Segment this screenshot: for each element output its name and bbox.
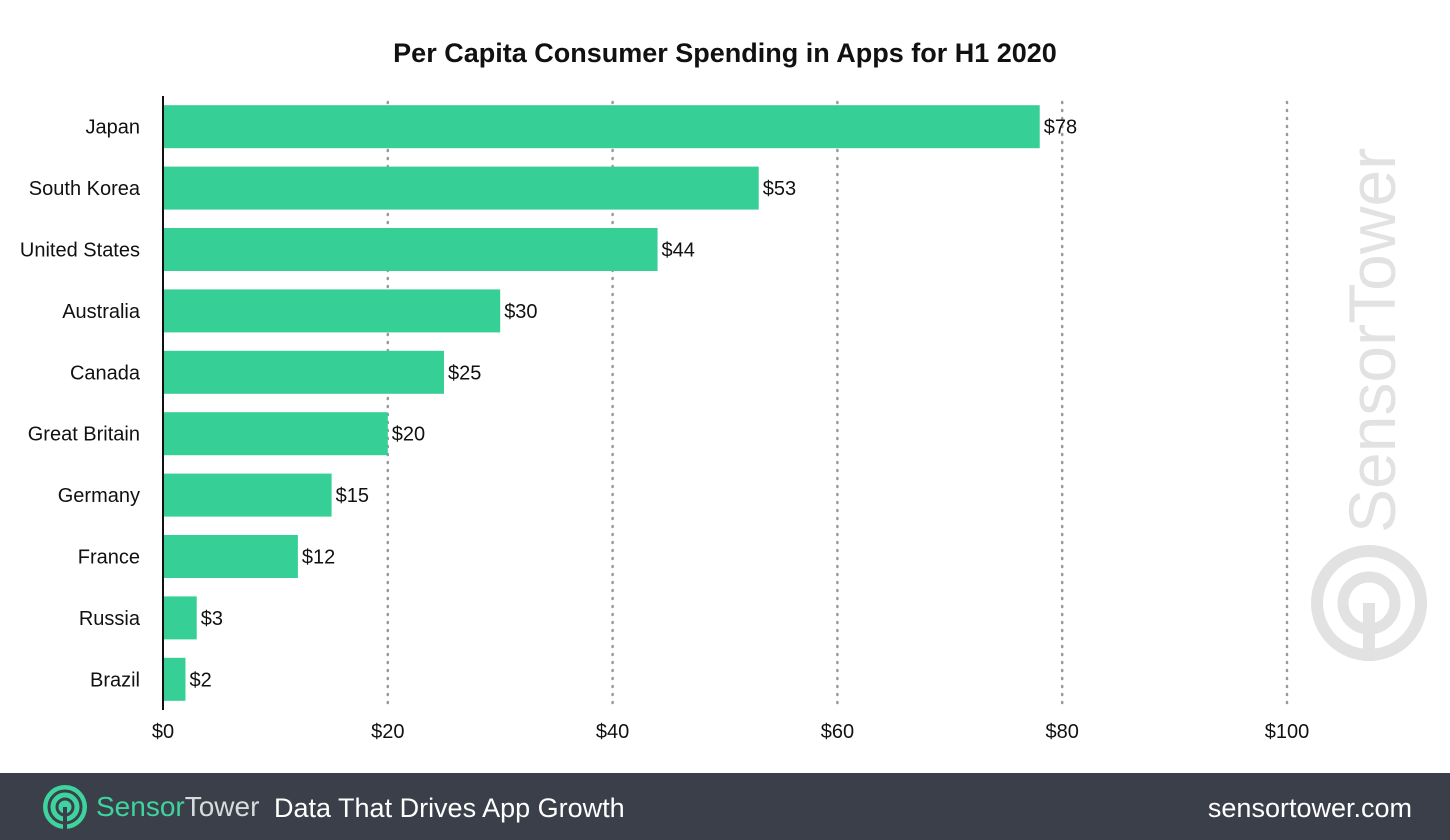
gridlines [386,100,1289,712]
value-label: $3 [201,608,223,630]
value-label: $12 [302,547,335,569]
bar [163,473,332,517]
bar [163,657,186,701]
x-tick-label: $80 [1046,721,1079,743]
footer-brand: SensorTower [96,790,259,824]
chart-title: Per Capita Consumer Spending in Apps for… [393,38,1057,68]
x-tick-label: $0 [152,721,174,743]
x-tick-label: $40 [596,721,629,743]
bar [163,350,444,394]
value-label: $53 [763,178,796,200]
category-label: Japan [86,117,141,139]
bar [163,289,501,333]
watermark-text: SensorTower [1335,148,1409,533]
bar [163,228,658,271]
value-label: $15 [336,485,369,507]
footer-brand-part2: Tower [184,791,260,822]
bar-chart: SensorTower $0 $20 $40 $60 $80 $100 Japan $78 So… [20,96,1427,743]
category-label: Australia [62,301,141,323]
watermark-logo-icon [1311,545,1427,661]
x-tick-label: $20 [371,721,404,743]
sensortower-logo-icon [43,785,87,829]
x-tick-label: $60 [821,721,854,743]
labels: $0 $20 $40 $60 $80 $100 Japan $78 South Korea $53… [20,117,1309,743]
bar [163,535,298,578]
bars [163,105,1040,701]
category-label: Brazil [90,669,140,691]
value-label: $78 [1044,117,1077,139]
footer-brand-part1: Sensor [96,791,185,822]
footer-bar: SensorTower Data That Drives App Growth … [0,773,1450,840]
value-label: $20 [392,424,425,446]
category-label: Germany [58,485,140,507]
category-label: Great Britain [28,424,140,446]
category-label: South Korea [29,178,141,200]
bar [163,166,759,210]
bar [163,105,1040,149]
footer-tagline: Data That Drives App Growth [274,793,625,823]
value-label: $2 [189,669,211,691]
value-label: $30 [504,301,537,323]
category-label: Russia [79,608,141,630]
bar [163,412,388,456]
value-label: $25 [448,362,481,384]
category-label: France [78,547,140,569]
x-tick-label: $100 [1265,721,1310,743]
footer-url: sensortower.com [1207,793,1412,823]
category-label: United States [20,240,140,262]
bar [163,596,197,640]
watermark: SensorTower [1311,148,1427,661]
value-label: $44 [662,240,695,262]
category-label: Canada [70,362,141,384]
